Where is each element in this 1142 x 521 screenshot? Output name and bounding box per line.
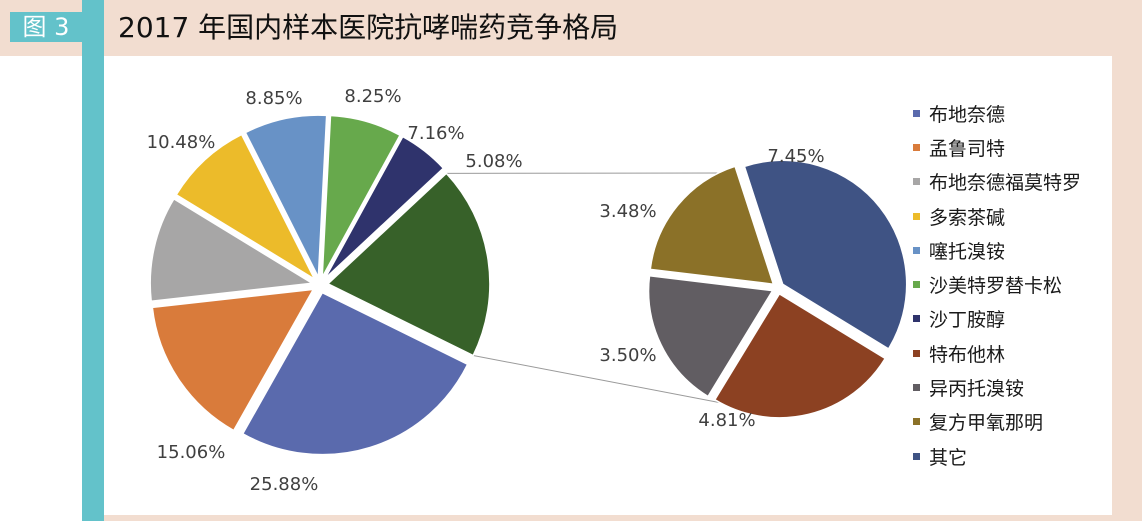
label-terbutaline: 4.81% [698, 410, 755, 431]
secondary-pie [647, 159, 908, 419]
label-others: 7.45% [767, 146, 824, 167]
connector-lines [446, 172, 744, 408]
slice-main-5 [321, 114, 402, 278]
slice-other-group [326, 172, 491, 357]
label-bud-formoterol: 10.48% [147, 132, 216, 153]
label-ipratropium: 3.50% [599, 345, 656, 366]
legend-label: 布地奈德福莫特罗 [929, 172, 1082, 195]
legend-item: 布地奈德福莫特罗 [913, 165, 1081, 199]
legend-label: 噻托溴铵 [929, 240, 1006, 263]
label-tiotropium: 8.25% [344, 86, 401, 107]
legend-swatch [913, 212, 920, 220]
slice-main-0 [241, 291, 469, 456]
slice-sec-3 [743, 159, 908, 350]
label-methoxyphenamine: 3.48% [599, 201, 656, 222]
left-accent-bar [82, 0, 104, 521]
slice-main-1 [151, 288, 315, 432]
legend-label: 孟鲁司特 [929, 137, 1006, 160]
slice-main-3 [175, 133, 317, 282]
label-budesonide: 25.88% [250, 474, 319, 495]
legend-item: 特布他林 [913, 336, 1081, 370]
right-frame [1112, 56, 1142, 521]
slice-sec-2 [649, 165, 775, 286]
legend-label: 特布他林 [929, 343, 1006, 366]
legend-swatch [913, 315, 920, 323]
label-salm-flut: 7.16% [407, 123, 464, 144]
legend-swatch [913, 178, 920, 186]
legend-swatch [913, 246, 920, 254]
slice-main-4 [244, 114, 328, 281]
legend-item: 其它 [913, 439, 1081, 473]
legend-swatch [913, 384, 920, 392]
legend-item: 噻托溴铵 [913, 233, 1081, 267]
slice-sec-1 [647, 274, 774, 398]
legend-label: 复方甲氧那明 [929, 412, 1044, 435]
legend-label: 沙美特罗替卡松 [929, 275, 1063, 298]
legend-swatch [913, 418, 920, 426]
legend-label: 布地奈德 [929, 103, 1006, 126]
chart-legend: 布地奈德 孟鲁司特 布地奈德福莫特罗 多索茶碱 噻托溴铵 沙美特罗替卡松 沙丁胺… [913, 96, 1081, 473]
slice-sec-0 [713, 292, 887, 419]
legend-item: 多索茶碱 [913, 199, 1081, 233]
chart-title: 2017 年国内样本医院抗哮喘药竞争格局 [118, 11, 619, 44]
legend-swatch [913, 349, 920, 357]
legend-label: 异丙托溴铵 [929, 378, 1025, 401]
legend-swatch [913, 452, 920, 460]
figure-badge: 图 3 [10, 12, 82, 42]
legend-item: 异丙托溴铵 [913, 370, 1081, 404]
legend-swatch [913, 109, 920, 117]
legend-label: 其它 [929, 446, 968, 469]
connector-bottom [473, 355, 744, 408]
legend-swatch [913, 143, 920, 151]
legend-item: 沙丁胺醇 [913, 302, 1081, 336]
main-pie [149, 114, 491, 456]
legend-item: 孟鲁司特 [913, 130, 1081, 164]
legend-item: 布地奈德 [913, 96, 1081, 130]
legend-label: 多索茶碱 [929, 206, 1006, 229]
legend-swatch [913, 281, 920, 289]
label-salbutamol: 5.08% [465, 151, 522, 172]
bottom-frame [104, 515, 1114, 521]
slice-main-6 [324, 135, 445, 280]
label-montelukast: 15.06% [157, 442, 226, 463]
legend-label: 沙丁胺醇 [929, 309, 1006, 332]
slice-main-2 [149, 197, 315, 303]
label-doxofylline: 8.85% [245, 88, 302, 109]
header-band [0, 0, 1142, 56]
legend-item: 沙美特罗替卡松 [913, 267, 1081, 301]
legend-item: 复方甲氧那明 [913, 405, 1081, 439]
